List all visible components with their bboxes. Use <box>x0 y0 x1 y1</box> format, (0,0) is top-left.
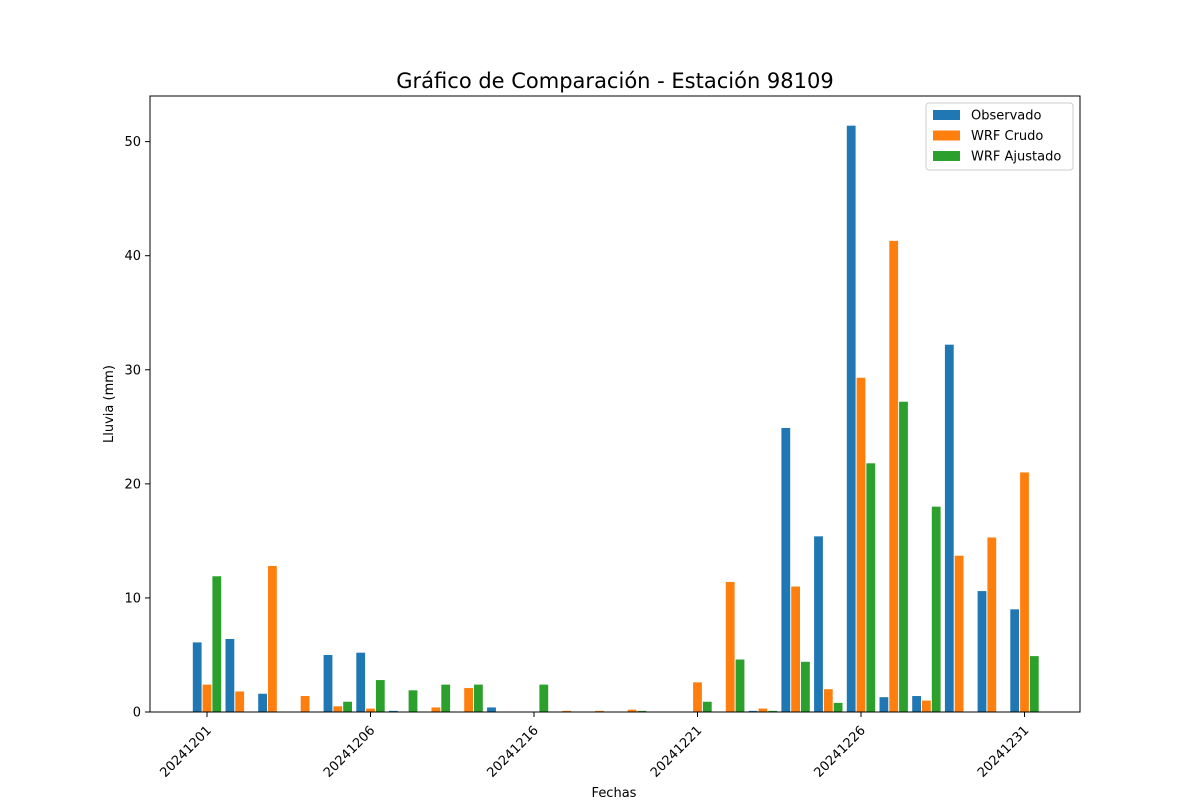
bar-wrf-ajustado-20 <box>833 702 843 712</box>
bar-wrf-crudo-4 <box>300 696 310 712</box>
bar-wrf-ajustado-17 <box>735 659 745 712</box>
bar-wrf-crudo-5 <box>333 706 343 712</box>
bar-wrf-ajustado-6 <box>375 680 385 712</box>
bar-observado-5 <box>323 654 333 712</box>
y-tick-label: 0 <box>133 706 141 721</box>
bar-wrf-crudo-17 <box>725 581 735 712</box>
x-tick-label: 20241206 <box>321 723 378 780</box>
legend-swatch-wrf-ajustado <box>933 151 960 161</box>
legend-swatch-observado <box>933 110 960 120</box>
bar-observado-21 <box>846 125 856 712</box>
x-tick-label: 20241226 <box>811 723 868 780</box>
bar-observado-26 <box>1010 609 1020 712</box>
bar-observado-24 <box>944 344 954 712</box>
bar-observado-1 <box>192 642 202 712</box>
bar-wrf-crudo-13 <box>595 710 604 712</box>
bar-observado-22 <box>879 697 889 712</box>
bar-wrf-crudo-20 <box>823 689 833 712</box>
bar-wrf-ajustado-11 <box>539 684 549 712</box>
x-tick-label: 20241221 <box>648 723 705 780</box>
bar-observado-20 <box>814 536 823 712</box>
bar-wrf-ajustado-1 <box>212 576 222 712</box>
bar-wrf-ajustado-23 <box>931 506 941 712</box>
bar-wrf-crudo-9 <box>464 688 473 712</box>
bar-wrf-crudo-25 <box>987 537 997 712</box>
bar-wrf-crudo-1 <box>202 684 212 712</box>
bar-wrf-ajustado-22 <box>899 401 908 712</box>
bar-observado-25 <box>977 591 987 712</box>
legend-label-wrf-crudo: WRF Crudo <box>971 129 1043 144</box>
bar-wrf-crudo-26 <box>1020 472 1029 712</box>
bar-wrf-crudo-2 <box>235 691 245 712</box>
axes-frame <box>149 95 1081 713</box>
bar-wrf-crudo-18 <box>758 708 768 712</box>
bar-wrf-crudo-22 <box>889 240 899 712</box>
bar-wrf-ajustado-8 <box>441 684 451 712</box>
x-tick-label: 20241201 <box>157 723 214 780</box>
bar-observado-23 <box>912 696 921 712</box>
chart-title: Gráfico de Comparación - Estación 98109 <box>396 69 833 93</box>
bar-wrf-crudo-16 <box>693 682 702 712</box>
bar-wrf-ajustado-7 <box>408 690 418 712</box>
bar-observado-18 <box>748 710 758 712</box>
bar-observado-3 <box>258 693 267 712</box>
y-tick-label: 50 <box>124 135 141 150</box>
bar-observado-2 <box>225 638 235 712</box>
bar-wrf-crudo-19 <box>791 586 800 712</box>
y-tick-label: 30 <box>124 363 141 378</box>
bar-wrf-ajustado-21 <box>866 463 876 712</box>
legend: Observado WRF Crudo WRF Ajustado <box>925 102 1074 171</box>
bar-observado-6 <box>356 652 366 712</box>
legend-label-observado: Observado <box>971 109 1042 124</box>
x-tick-label: 20241231 <box>975 723 1032 780</box>
y-tick-label: 40 <box>124 249 141 264</box>
bars-group <box>192 125 1039 712</box>
bar-wrf-ajustado-14 <box>637 710 647 712</box>
legend-box <box>925 102 1074 171</box>
bar-wrf-ajustado-16 <box>702 701 712 712</box>
y-axis-label: Lluvia (mm) <box>102 365 117 443</box>
bar-wrf-crudo-8 <box>431 707 441 712</box>
x-axis: 20241201 20241206 20241216 20241221 20241226… <box>157 712 1032 781</box>
bar-wrf-ajustado-26 <box>1029 656 1039 712</box>
bar-observado-10 <box>487 707 496 712</box>
bar-wrf-crudo-14 <box>627 709 637 712</box>
bar-wrf-crudo-3 <box>268 565 277 712</box>
bar-wrf-ajustado-18 <box>768 710 778 712</box>
bar-wrf-crudo-6 <box>366 708 375 712</box>
legend-label-wrf-ajustado: WRF Ajustado <box>971 150 1061 165</box>
y-tick-label: 10 <box>124 591 141 606</box>
bar-wrf-crudo-21 <box>856 377 866 712</box>
bar-wrf-ajustado-19 <box>801 661 810 712</box>
bar-wrf-crudo-24 <box>954 555 964 712</box>
bar-wrf-crudo-23 <box>922 700 931 712</box>
bar-observado-7 <box>389 710 398 712</box>
bar-observado-19 <box>781 427 791 712</box>
x-axis-label: Fechas <box>592 786 637 800</box>
bar-wrf-crudo-12 <box>562 710 572 712</box>
bar-wrf-ajustado-5 <box>343 701 352 712</box>
x-tick-label: 20241216 <box>484 723 541 780</box>
bar-wrf-ajustado-9 <box>474 684 483 712</box>
legend-swatch-wrf-crudo <box>933 130 960 141</box>
y-tick-label: 20 <box>124 477 141 492</box>
y-axis: 0 10 20 30 40 50 <box>124 135 150 721</box>
